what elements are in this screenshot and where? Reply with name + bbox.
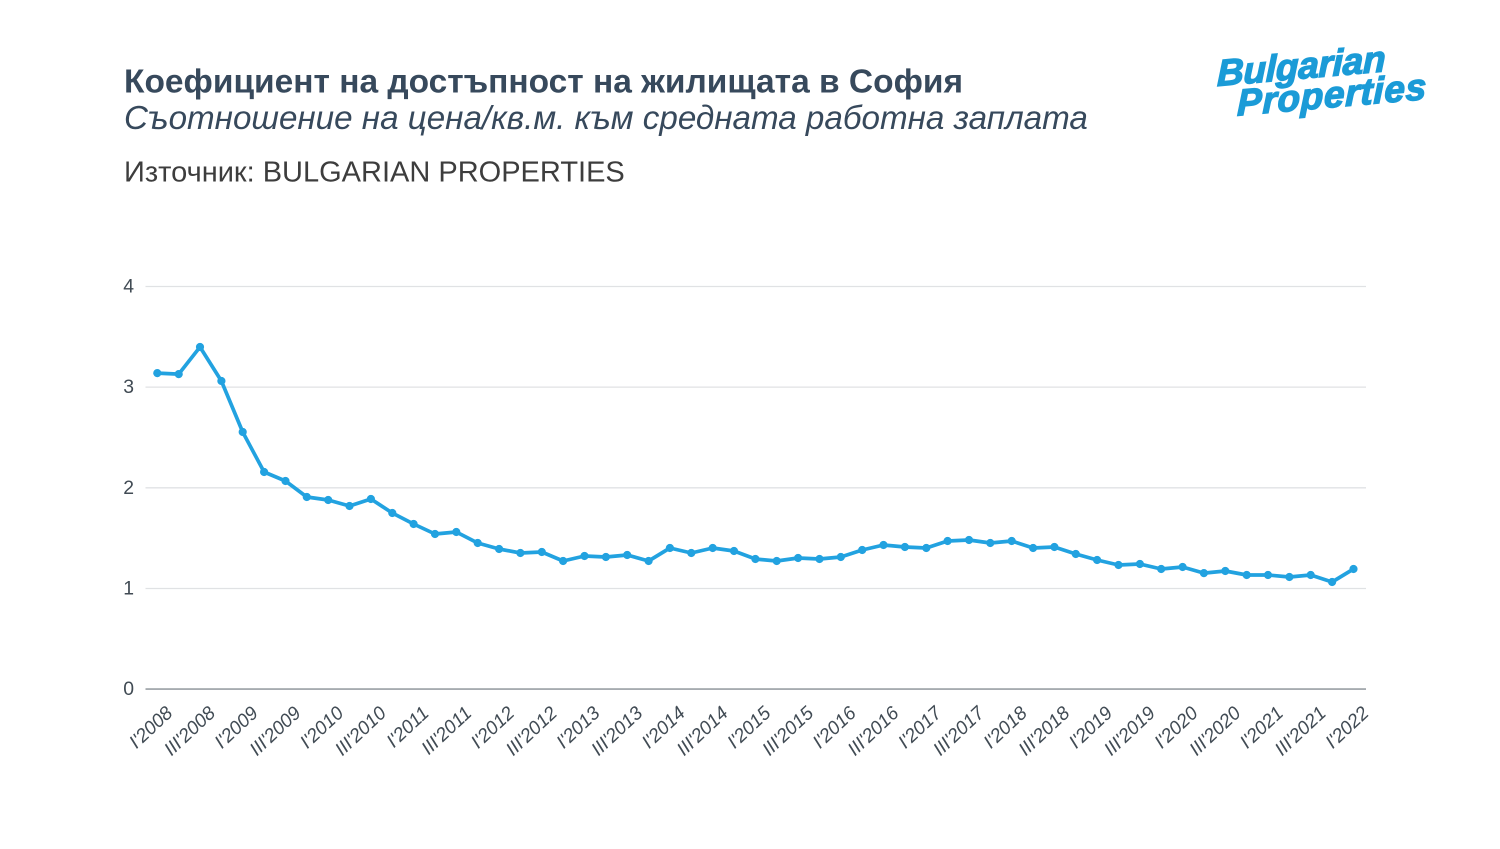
svg-text:Съотношение на цена/кв.м. към: Съотношение на цена/кв.м. към средната р…	[124, 100, 1088, 137]
svg-text:Коефициент на достъпност на жи: Коефициент на достъпност на жилищата в С…	[124, 64, 963, 101]
svg-text:4: 4	[123, 276, 134, 298]
svg-text:Източник: BULGARIAN PROPERTIES: Източник: BULGARIAN PROPERTIES	[124, 157, 625, 189]
svg-text:1: 1	[123, 578, 134, 600]
svg-text:3: 3	[123, 376, 134, 398]
svg-text:0: 0	[123, 678, 134, 700]
svg-text:2: 2	[123, 477, 134, 499]
